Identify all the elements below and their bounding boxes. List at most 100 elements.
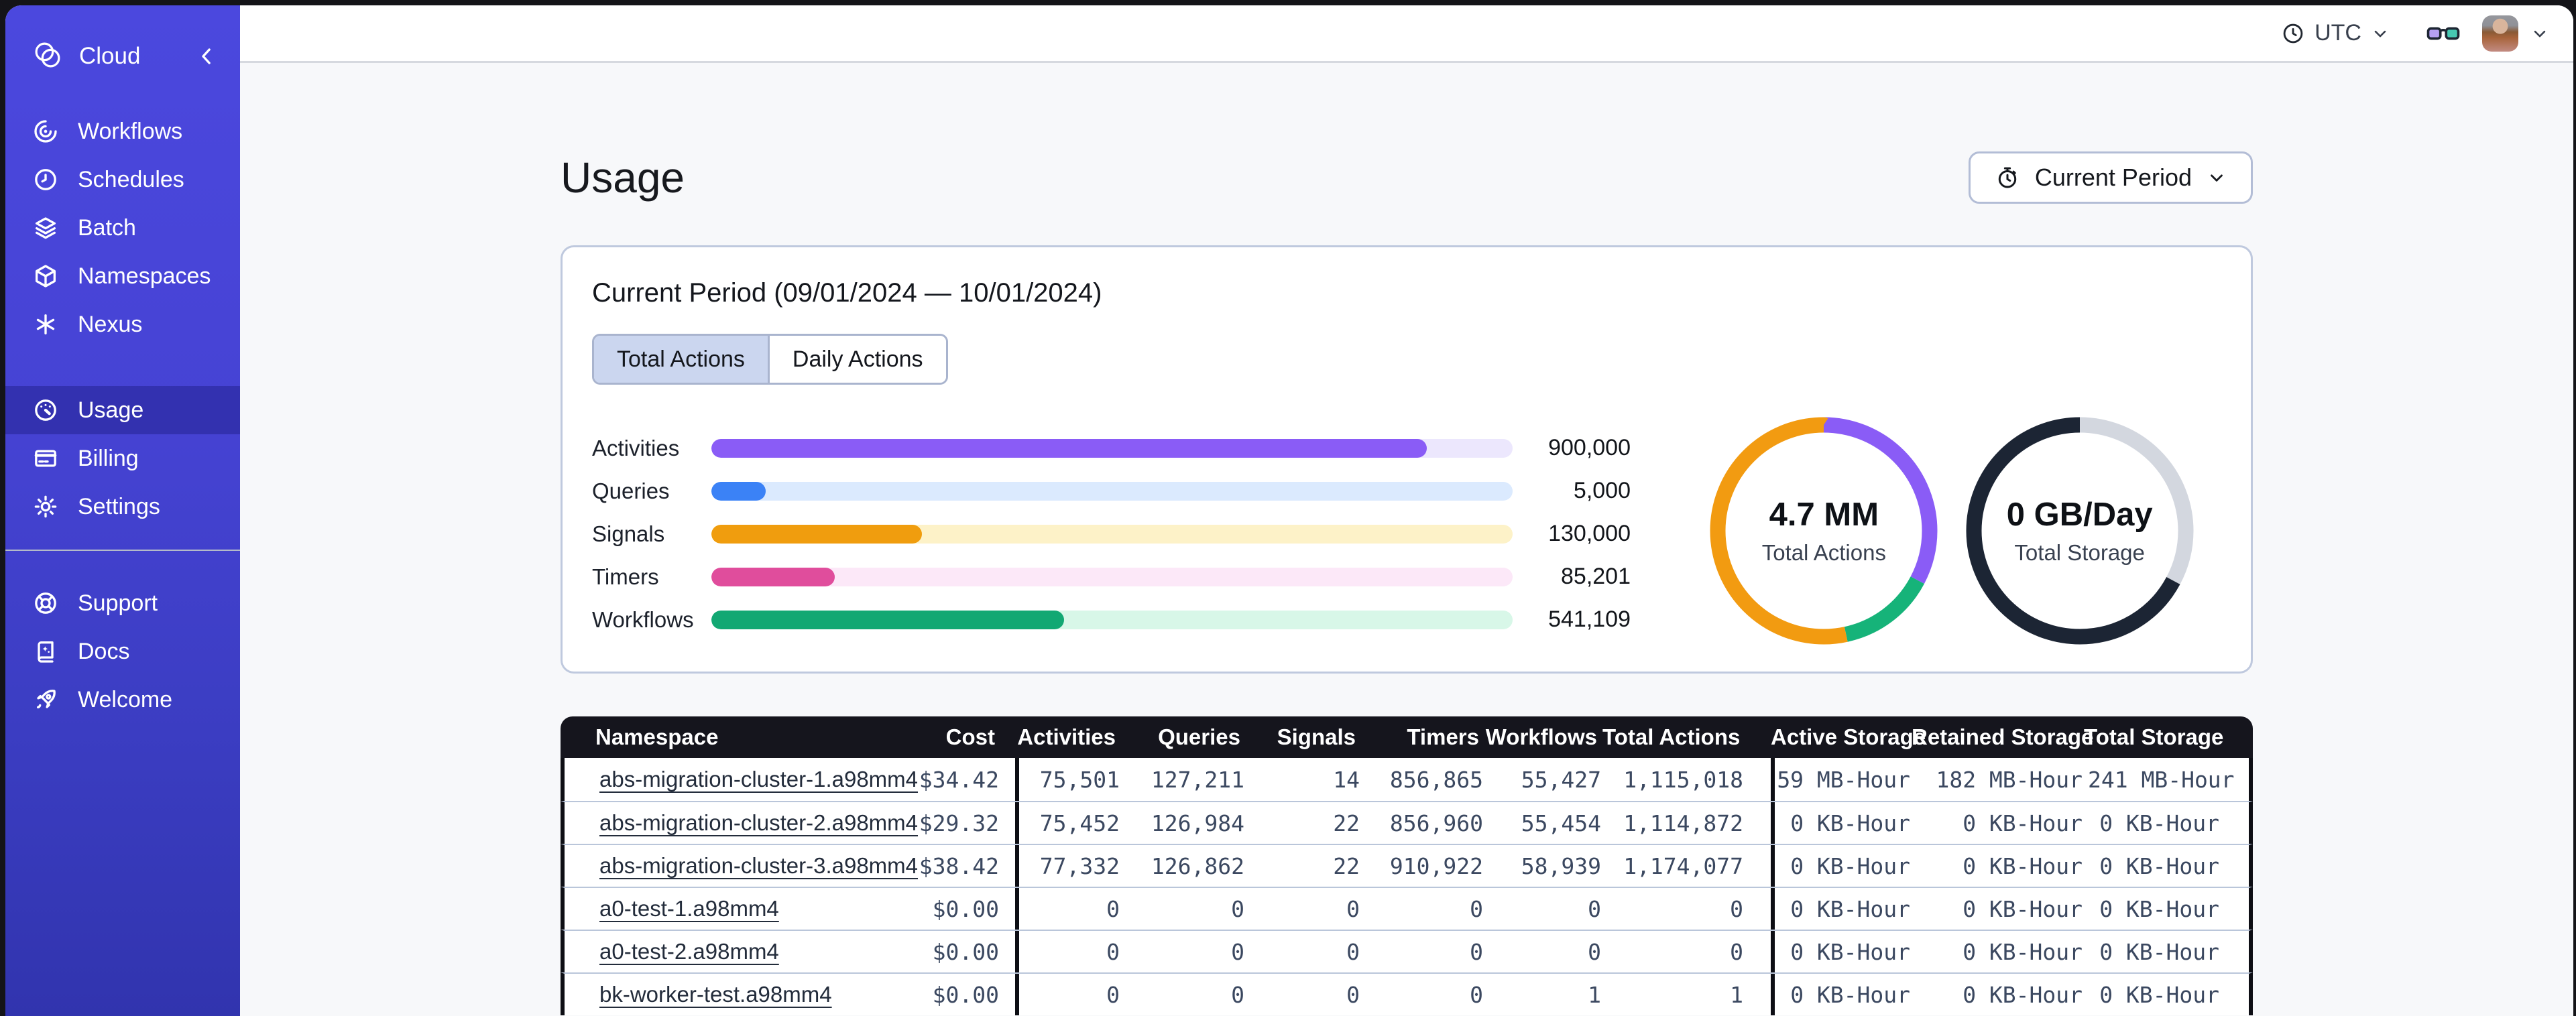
sidebar-item-namespaces[interactable]: Namespaces bbox=[5, 252, 240, 300]
period-selector-label: Current Period bbox=[2034, 164, 2192, 191]
total-storage-cell: 0 KB-Hour bbox=[2099, 852, 2219, 879]
active-storage-cell: 0 KB-Hour bbox=[1790, 981, 1910, 1008]
timezone-selector[interactable]: UTC bbox=[2281, 20, 2390, 46]
namespace-link[interactable]: bk-worker-test.a98mm4 bbox=[599, 982, 832, 1007]
total-actions-cell: 0 bbox=[1730, 938, 1743, 965]
usage-page: Usage Current Period Current Period (09/… bbox=[561, 63, 2253, 1015]
sidebar-item-label: Batch bbox=[78, 214, 136, 241]
sidebar-item-workflows[interactable]: Workflows bbox=[5, 107, 240, 155]
chevron-down-icon bbox=[2374, 30, 2386, 37]
retained-storage-cell: 0 KB-Hour bbox=[1963, 895, 2083, 922]
workflows-cell: 0 bbox=[1588, 938, 1601, 965]
queries-cell: 0 bbox=[1231, 938, 1244, 965]
glasses-icon bbox=[2426, 27, 2460, 40]
activities-cell: 0 bbox=[1106, 981, 1120, 1008]
cost-cell: $34.42 bbox=[919, 766, 999, 793]
timers-cell: 0 bbox=[1470, 981, 1483, 1008]
bar-label: Activities bbox=[592, 435, 680, 460]
content-scroll-area[interactable]: Usage Current Period Current Period (09/… bbox=[240, 63, 2573, 1016]
column-group-divider bbox=[1771, 888, 1775, 930]
namespace-cell: bk-worker-test.a98mm4 bbox=[565, 982, 860, 1007]
cost-cell: $0.00 bbox=[932, 938, 999, 965]
tab-daily-actions[interactable]: Daily Actions bbox=[767, 336, 946, 383]
usage-bar-row: Signals 130,000 bbox=[592, 521, 1655, 546]
namespace-link[interactable]: abs-migration-cluster-2.a98mm4 bbox=[599, 810, 919, 835]
workflows-icon bbox=[34, 120, 57, 143]
bar-label: Queries bbox=[592, 478, 670, 503]
activities-cell: 0 bbox=[1106, 895, 1120, 922]
usage-bar-row: Timers 85,201 bbox=[592, 564, 1655, 589]
page-title: Usage bbox=[561, 153, 685, 202]
chevron-down-icon bbox=[2211, 174, 2223, 182]
column-group-divider bbox=[1771, 802, 1775, 844]
period-selector-button[interactable]: Current Period bbox=[1968, 151, 2253, 204]
total-actions-label: Total Actions bbox=[1761, 540, 1886, 565]
sidebar-item-welcome[interactable]: Welcome bbox=[5, 676, 240, 724]
total-actions-donut-ring bbox=[1710, 417, 1938, 645]
clock-icon bbox=[2283, 23, 2303, 43]
sidebar-item-schedules[interactable]: Schedules bbox=[5, 155, 240, 204]
total-storage-cell: 0 KB-Hour bbox=[2099, 810, 2219, 836]
welcome-icon bbox=[37, 690, 56, 708]
table-body: abs-migration-cluster-1.a98mm4 $34.42 75… bbox=[561, 758, 2253, 1015]
namespace-link[interactable]: abs-migration-cluster-3.a98mm4 bbox=[599, 853, 919, 878]
account-menu-button[interactable] bbox=[2482, 15, 2549, 52]
donut-charts: 4.7 MM Total Actions 0 GB/Day Total Stor… bbox=[1655, 417, 2221, 645]
sidebar-item-support[interactable]: Support bbox=[5, 579, 240, 627]
temporal-logo-icon bbox=[32, 40, 63, 74]
docs-icon bbox=[38, 641, 54, 663]
active-storage-cell: 0 KB-Hour bbox=[1790, 810, 1910, 836]
bar-track bbox=[711, 481, 1513, 501]
column-header-namespace: Namespace bbox=[595, 724, 719, 749]
retained-storage-cell: 0 KB-Hour bbox=[1963, 981, 2083, 1008]
tab-total-actions[interactable]: Total Actions bbox=[594, 336, 768, 383]
usage-bar-chart: Activities 900,000 Queries bbox=[592, 435, 1655, 632]
sidebar-item-usage[interactable]: Usage bbox=[5, 386, 240, 434]
bar-value: 5,000 bbox=[1573, 478, 1631, 503]
bar-track bbox=[711, 438, 1513, 458]
feedback-glasses-button[interactable] bbox=[2426, 23, 2461, 44]
namespace-usage-table: Namespace Cost Activities Queries Signal… bbox=[561, 716, 2253, 1015]
sidebar-item-settings[interactable]: Settings bbox=[5, 483, 240, 531]
sidebar-collapse-button[interactable] bbox=[193, 43, 220, 70]
total-actions-cell: 0 bbox=[1730, 895, 1743, 922]
queries-cell: 127,211 bbox=[1151, 766, 1244, 793]
retained-storage-cell: 0 KB-Hour bbox=[1963, 938, 2083, 965]
sidebar-item-billing[interactable]: Billing bbox=[5, 434, 240, 483]
sidebar-nav-footer: Support Docs Welcome bbox=[5, 579, 240, 724]
column-header-queries: Queries bbox=[1158, 724, 1240, 749]
sidebar-item-label: Schedules bbox=[78, 166, 184, 192]
namespace-link[interactable]: abs-migration-cluster-1.a98mm4 bbox=[599, 767, 919, 791]
timers-cell: 0 bbox=[1470, 938, 1483, 965]
column-group-divider bbox=[1015, 758, 1019, 801]
namespace-cell: a0-test-1.a98mm4 bbox=[565, 896, 860, 922]
batch-icon bbox=[36, 217, 56, 239]
total-storage-label: Total Storage bbox=[2014, 540, 2145, 565]
sidebar-item-nexus[interactable]: Nexus bbox=[5, 300, 240, 348]
table-row: a0-test-1.a98mm4 $0.00 0 0 0 0 0 0 0 K bbox=[561, 887, 2253, 930]
topbar: UTC bbox=[240, 5, 2573, 63]
column-header-cost: Cost bbox=[945, 724, 995, 749]
namespaces-icon bbox=[36, 265, 56, 288]
support-icon bbox=[35, 592, 56, 614]
namespace-link[interactable]: a0-test-2.a98mm4 bbox=[599, 939, 779, 964]
sidebar-item-docs[interactable]: Docs bbox=[5, 627, 240, 676]
sidebar-item-batch[interactable]: Batch bbox=[5, 204, 240, 252]
sidebar-nav-account: Usage Billing Settings bbox=[5, 386, 240, 531]
signals-cell: 14 bbox=[1333, 766, 1360, 793]
timezone-label: UTC bbox=[2315, 20, 2361, 46]
actions-tab-group: Total Actions Daily Actions bbox=[592, 334, 948, 385]
bar-value: 900,000 bbox=[1548, 435, 1631, 460]
namespace-link[interactable]: a0-test-1.a98mm4 bbox=[599, 896, 779, 921]
bar-label: Workflows bbox=[592, 607, 694, 632]
total-actions-cell: 1,114,872 bbox=[1623, 810, 1743, 836]
sidebar-divider bbox=[5, 550, 240, 551]
sidebar-item-label: Welcome bbox=[78, 686, 173, 712]
main-area: UTC Usage bbox=[240, 5, 2573, 1016]
queries-cell: 0 bbox=[1231, 895, 1244, 922]
column-group-divider bbox=[1771, 758, 1775, 801]
usage-bar-row: Activities 900,000 bbox=[592, 435, 1655, 460]
column-group-divider bbox=[1771, 974, 1775, 1015]
namespace-cell: abs-migration-cluster-2.a98mm4 bbox=[565, 810, 918, 836]
column-group-divider bbox=[1771, 931, 1775, 972]
